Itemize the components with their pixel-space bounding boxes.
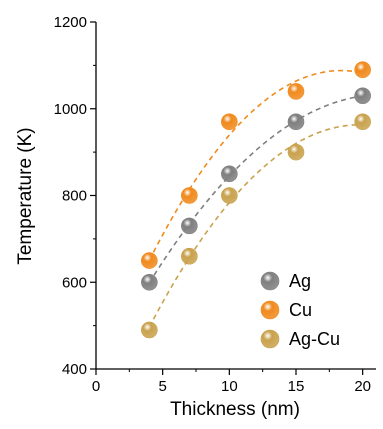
- legend-label: Cu: [289, 300, 312, 320]
- y-tick-label: 1200: [54, 14, 87, 31]
- data-point-cu: [141, 252, 158, 269]
- fit-lines: [148, 69, 363, 328]
- legend-label: Ag: [289, 271, 311, 291]
- y-tick-label: 800: [62, 188, 87, 205]
- data-point-ag-cu: [181, 247, 198, 265]
- data-point-ag: [221, 165, 238, 183]
- fit-line-cu: [148, 69, 363, 261]
- data-point-cu: [221, 113, 238, 131]
- x-tick-label: 20: [354, 378, 371, 395]
- legend: Ag Cu Ag-Cu: [260, 271, 340, 349]
- data-point-ag-cu: [221, 187, 238, 204]
- legend-label: Ag-Cu: [289, 329, 340, 349]
- y-tick-label: 1000: [54, 101, 87, 118]
- data-point-ag-cu: [354, 113, 371, 131]
- x-tick-label: 5: [158, 378, 166, 395]
- y-tick-label: 600: [62, 274, 87, 291]
- x-tick-label: 0: [92, 378, 100, 395]
- data-point-ag: [181, 217, 198, 235]
- x-axis-title: Thickness (nm): [170, 399, 300, 420]
- data-point-ag: [287, 113, 305, 131]
- x-tick-label: 10: [221, 378, 238, 395]
- axes: 0 5 10 15 20 400 600 800 1000 1200: [54, 14, 376, 395]
- legend-marker: [260, 300, 280, 320]
- fit-line-ag-cu: [148, 123, 363, 328]
- y-tick-label: 400: [62, 361, 87, 378]
- data-point-ag: [141, 273, 158, 291]
- data-point-ag-cu: [287, 143, 305, 161]
- x-tick-label: 15: [288, 378, 305, 395]
- legend-marker: [260, 329, 280, 349]
- y-axis-title: Temperature (K): [15, 127, 36, 264]
- data-point-ag: [354, 87, 371, 105]
- data-point-ag-cu: [141, 321, 158, 339]
- data-point-cu: [181, 187, 198, 204]
- data-point-cu: [287, 83, 305, 100]
- data-points: [141, 61, 371, 339]
- legend-marker: [260, 271, 280, 291]
- data-point-cu: [354, 61, 371, 79]
